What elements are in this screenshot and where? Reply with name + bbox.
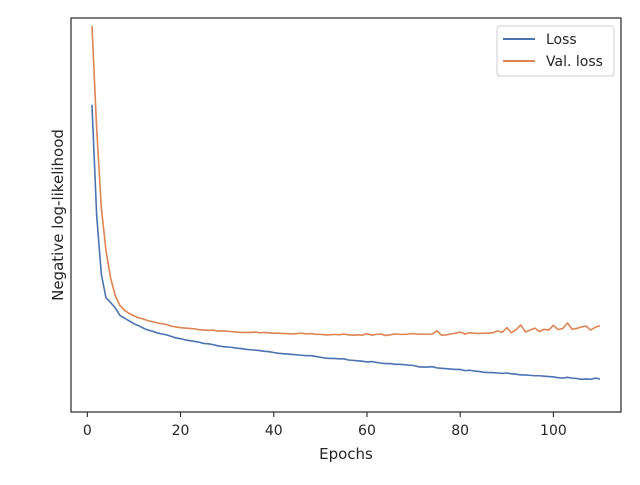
x-tick-label: 40 — [265, 423, 283, 439]
legend-label-val-loss: Val. loss — [546, 54, 603, 70]
legend-label-loss: Loss — [546, 32, 577, 48]
x-tick-label: 0 — [83, 423, 92, 439]
plot-area — [70, 17, 622, 413]
x-axis-ticks: 0 20 40 60 80 100 — [83, 412, 567, 439]
x-tick-label: 80 — [451, 423, 469, 439]
y-axis-label: Negative log-likelihood — [49, 129, 67, 301]
legend: Loss Val. loss — [496, 25, 615, 77]
x-tick-label: 20 — [172, 423, 190, 439]
series-line-loss — [91, 104, 601, 381]
x-tick-label: 60 — [358, 423, 376, 439]
series-layer — [91, 25, 601, 381]
series-line-val-loss — [91, 25, 601, 337]
x-axis-label: Epochs — [319, 445, 373, 463]
x-tick-label: 100 — [540, 423, 567, 439]
